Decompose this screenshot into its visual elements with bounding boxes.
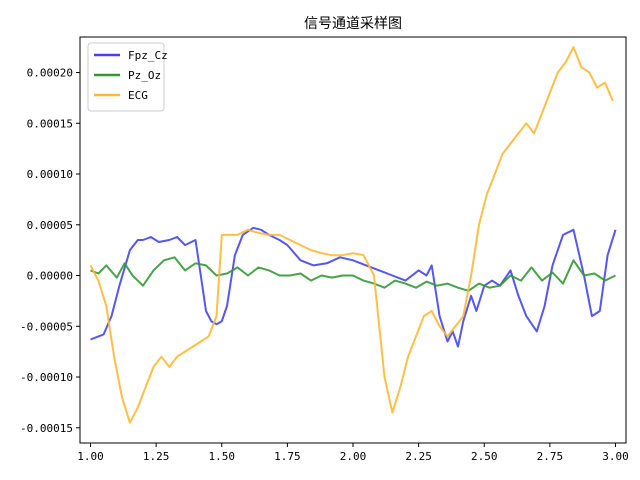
x-tick-label: 3.00	[602, 450, 629, 463]
x-axis: 1.00 1.25 1.50 1.75 2.00 2.25 2.50 2.75 3.00	[77, 443, 629, 463]
x-tick-label: 1.75	[274, 450, 301, 463]
x-tick-label: 2.75	[537, 450, 564, 463]
x-tick-label: 1.25	[143, 450, 170, 463]
y-tick-label: -0.00010	[20, 371, 73, 384]
x-tick-label: 1.00	[77, 450, 104, 463]
y-tick-label: -0.00005	[20, 320, 73, 333]
y-tick-label: -0.00015	[20, 422, 73, 435]
legend-label: Fpz_Cz	[128, 49, 168, 62]
y-tick-label: 0.00000	[27, 270, 73, 283]
x-tick-label: 1.50	[209, 450, 236, 463]
legend-label: Pz_Oz	[128, 69, 161, 82]
y-tick-label: 0.00005	[27, 219, 73, 232]
x-tick-label: 2.25	[405, 450, 432, 463]
legend-label: ECG	[128, 89, 148, 102]
y-axis: -0.00015 -0.00010 -0.00005 0.00000 0.00005 0.…	[20, 67, 80, 435]
series-line-ecg	[89, 46, 614, 424]
y-tick-label: 0.00020	[27, 67, 73, 80]
series-line-fpz-cz	[90, 226, 617, 348]
y-tick-label: 0.00010	[27, 168, 73, 181]
x-tick-label: 2.00	[340, 450, 367, 463]
x-tick-label: 2.50	[471, 450, 498, 463]
series-line-pz-oz	[90, 256, 616, 292]
chart-title: 信号通道采样图	[304, 16, 402, 32]
series-group	[89, 46, 617, 424]
legend: Fpz_Cz Pz_Oz ECG	[87, 42, 168, 112]
y-tick-label: 0.00015	[27, 117, 73, 130]
